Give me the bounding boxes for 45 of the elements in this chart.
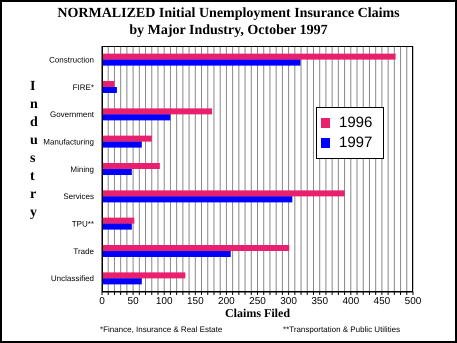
x-tick-label: 350: [311, 296, 328, 308]
x-tick-label: 150: [186, 296, 204, 308]
bar: [102, 162, 160, 169]
bar: [102, 54, 396, 60]
y-tick-label: Mining: [70, 164, 94, 174]
y-tick-label: TPU**: [72, 220, 94, 229]
x-tick-label: 400: [342, 296, 360, 308]
y-tick-label: Unclassified: [50, 274, 94, 284]
y-tick-label: Trade: [73, 246, 95, 256]
x-tick-label: 200: [218, 296, 236, 308]
bar: [102, 190, 345, 196]
bar: [102, 196, 292, 202]
x-axis-title: Claims Filed: [224, 306, 291, 321]
bar: [102, 60, 300, 66]
y-tick-label: Construction: [49, 56, 94, 65]
bar: [102, 224, 132, 230]
bar: [102, 86, 117, 93]
text: *Finance, Insurance & Real Estate: [100, 325, 222, 334]
bar: [102, 250, 231, 257]
bar: [102, 168, 132, 175]
legend-label: 1996: [339, 113, 372, 133]
bar: [102, 278, 142, 284]
bar: [102, 142, 142, 148]
legend-label: 1997: [339, 133, 372, 153]
bar: [102, 218, 134, 224]
x-tick-label: 500: [404, 296, 422, 308]
y-tick-label: FIRE*: [72, 82, 94, 92]
bar: [102, 136, 152, 142]
x-tick-label: 450: [374, 296, 391, 308]
x-tick-label: 100: [156, 296, 173, 308]
x-tick-label: 0: [99, 296, 106, 308]
chart-title: NORMALIZED Initial Unemployment Insurance Claims by Major Industry, October 1997: [56, 5, 401, 39]
x-tick-label: 300: [280, 296, 298, 308]
y-tick-label: Manufacturing: [43, 138, 94, 147]
x-tick-label: 250: [249, 296, 266, 308]
bar: [102, 114, 170, 120]
y-tick-label: Government: [50, 110, 95, 120]
y-axis-title: Industry: [30, 78, 38, 222]
x-tick-label: 50: [128, 296, 140, 308]
y-tick-label: Services: [63, 192, 94, 202]
bar: [102, 244, 290, 251]
text: **Transportation & Public Utilities: [283, 325, 400, 334]
bar: [102, 80, 114, 87]
bar: [102, 272, 186, 278]
bar: [102, 108, 212, 114]
